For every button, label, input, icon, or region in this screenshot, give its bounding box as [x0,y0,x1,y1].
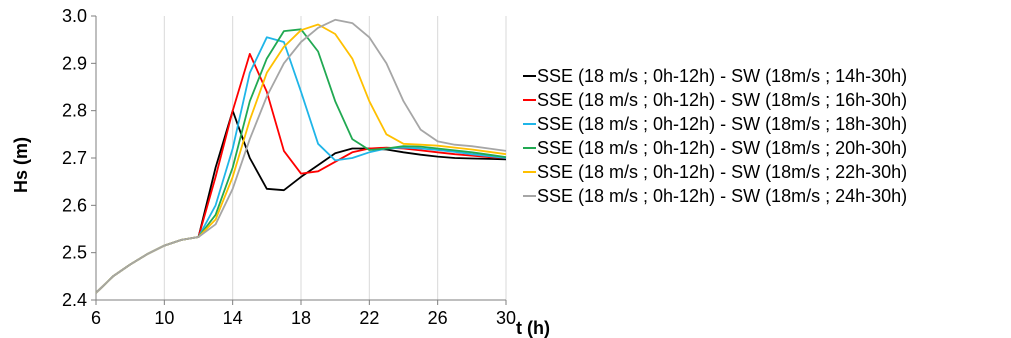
y-tick-label-0: 2.4 [62,290,87,310]
x-tick-label-4: 22 [359,308,379,328]
y-tick-labels: 2.4 2.5 2.6 2.7 2.8 2.9 3.0 [62,6,96,310]
legend-label-4: SSE (18 m/s ; 0h-12h) - SW (18m/s ; 22h-… [537,162,907,182]
series-line-5 [95,18,507,294]
y-tick-label-2: 2.6 [62,195,87,215]
x-axis-title: t (h) [516,318,550,338]
legend-label-3: SSE (18 m/s ; 0h-12h) - SW (18m/s ; 20h-… [537,138,907,158]
y-tick-label-5: 2.9 [62,53,87,73]
x-tick-labels: 6 10 14 18 22 26 30 [91,300,516,328]
legend-label-2: SSE (18 m/s ; 0h-12h) - SW (18m/s ; 18h-… [537,114,907,134]
x-tick-label-6: 30 [496,308,516,328]
y-tick-label-4: 2.8 [62,101,87,121]
grid-lines [95,16,507,300]
legend: SSE (18 m/s ; 0h-12h) - SW (18m/s ; 14h-… [523,66,907,206]
x-tick-label-5: 26 [428,308,448,328]
legend-label-5: SSE (18 m/s ; 0h-12h) - SW (18m/s ; 24h-… [537,186,907,206]
y-axis-title: Hs (m) [11,137,31,193]
series-lines [95,18,507,294]
y-tick-label-1: 2.5 [62,243,87,263]
x-tick-label-3: 18 [291,308,311,328]
legend-label-1: SSE (18 m/s ; 0h-12h) - SW (18m/s ; 16h-… [537,90,907,110]
legend-label-0: SSE (18 m/s ; 0h-12h) - SW (18m/s ; 14h-… [537,66,907,86]
x-tick-label-0: 6 [91,308,101,328]
y-tick-label-6: 3.0 [62,6,87,26]
x-tick-label-2: 14 [223,308,243,328]
x-tick-label-1: 10 [154,308,174,328]
y-tick-label-3: 2.7 [62,148,87,168]
